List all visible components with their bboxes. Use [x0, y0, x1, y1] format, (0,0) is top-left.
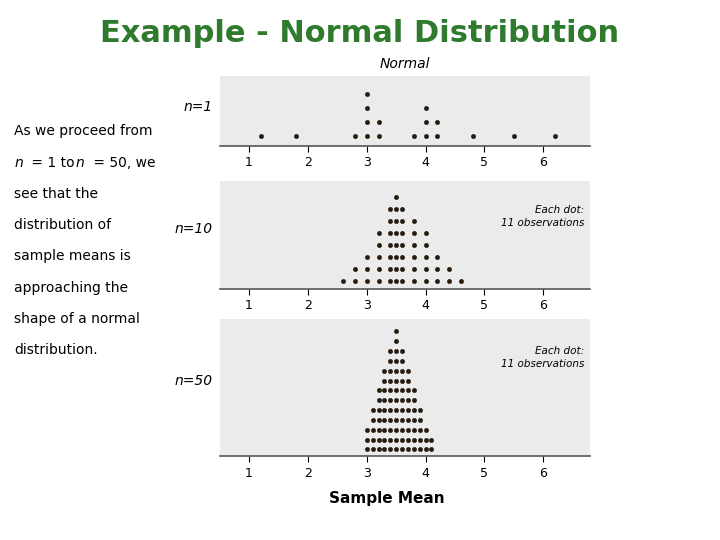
Text: Each dot:
11 observations: Each dot: 11 observations [501, 346, 585, 369]
Text: see that the: see that the [14, 187, 99, 201]
Text: = 50, we: = 50, we [89, 156, 155, 170]
Text: = 1 to: = 1 to [27, 156, 79, 170]
Text: As we proceed from: As we proceed from [14, 124, 153, 138]
Text: n=50: n=50 [174, 374, 212, 388]
Text: distribution.: distribution. [14, 343, 98, 357]
Text: Normal: Normal [379, 57, 431, 71]
Text: n=10: n=10 [174, 222, 212, 237]
Text: Example - Normal Distribution: Example - Normal Distribution [100, 19, 620, 48]
Text: approaching the: approaching the [14, 281, 128, 295]
Text: n: n [14, 156, 23, 170]
Text: distribution of: distribution of [14, 218, 112, 232]
Text: Each dot:
11 observations: Each dot: 11 observations [501, 205, 585, 228]
Text: n: n [76, 156, 84, 170]
Text: shape of a normal: shape of a normal [14, 312, 140, 326]
Text: Sample Mean: Sample Mean [328, 491, 444, 507]
Text: n=1: n=1 [183, 100, 212, 114]
Text: sample means is: sample means is [14, 249, 131, 264]
